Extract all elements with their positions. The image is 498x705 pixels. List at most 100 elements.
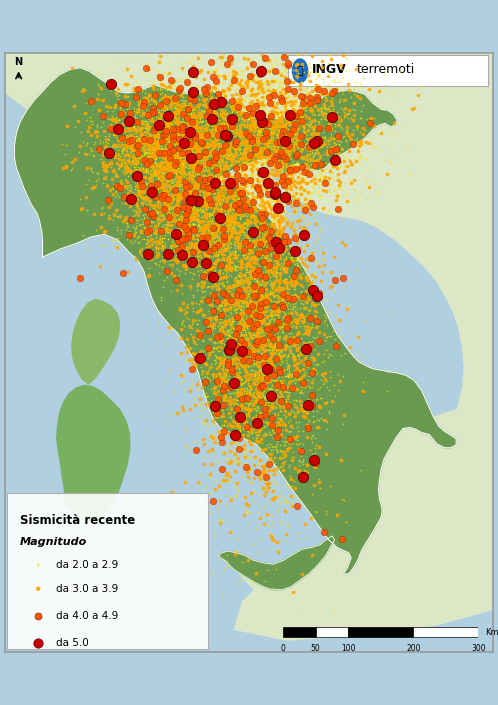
Point (160, 113, 168, 124)
Point (217, 154, 225, 165)
Point (261, 92, 269, 104)
Point (293, 309, 301, 321)
Point (214, 187, 222, 198)
Point (265, 167, 273, 178)
Point (162, 195, 170, 206)
Point (219, 432, 227, 443)
Point (206, 224, 214, 235)
Point (200, 82, 208, 93)
Point (242, 77, 249, 88)
Point (164, 149, 172, 160)
Point (113, 87, 121, 98)
Point (180, 97, 188, 109)
Point (228, 212, 236, 223)
Point (204, 400, 212, 412)
Point (227, 476, 235, 487)
Point (189, 167, 197, 178)
Point (105, 202, 113, 213)
Point (179, 192, 187, 203)
Point (239, 274, 247, 286)
Point (235, 142, 243, 154)
Point (209, 369, 217, 381)
Point (236, 445, 244, 456)
Point (251, 255, 259, 266)
Point (320, 527, 328, 538)
Point (190, 259, 198, 270)
Point (175, 180, 183, 191)
Point (220, 106, 228, 117)
Point (231, 133, 239, 145)
Point (279, 300, 287, 311)
Point (253, 121, 261, 132)
Point (228, 114, 236, 125)
Point (182, 306, 190, 317)
Point (298, 340, 306, 351)
Point (158, 142, 166, 153)
Point (251, 262, 259, 274)
Point (234, 202, 242, 214)
Point (232, 273, 240, 284)
Point (293, 120, 301, 131)
Point (275, 348, 283, 359)
Point (167, 241, 175, 252)
Point (201, 268, 209, 279)
Point (239, 313, 247, 324)
Point (251, 108, 259, 119)
Point (293, 123, 301, 135)
Point (268, 202, 276, 213)
Point (123, 140, 130, 152)
Point (220, 138, 228, 149)
Point (301, 347, 309, 358)
Point (289, 140, 297, 152)
Point (186, 148, 194, 159)
Point (185, 175, 193, 186)
Point (204, 185, 212, 197)
Point (268, 396, 276, 407)
Point (184, 196, 192, 207)
Point (277, 134, 285, 145)
Point (172, 180, 180, 191)
Point (212, 228, 220, 239)
Point (245, 118, 252, 130)
Point (219, 119, 227, 130)
Point (151, 121, 159, 132)
Point (223, 235, 231, 246)
Point (146, 147, 154, 158)
Point (179, 104, 187, 115)
Point (164, 200, 172, 211)
Point (274, 295, 282, 307)
Point (283, 497, 291, 508)
Point (161, 117, 169, 128)
Point (268, 369, 276, 380)
Point (181, 190, 189, 202)
Point (204, 216, 212, 228)
Point (181, 155, 189, 166)
Point (135, 152, 143, 164)
Point (189, 147, 197, 158)
Point (130, 141, 138, 152)
Point (198, 234, 206, 245)
Point (280, 179, 288, 190)
Point (235, 193, 243, 204)
Point (211, 130, 219, 142)
Point (241, 137, 249, 149)
Point (228, 336, 236, 348)
Point (243, 417, 250, 428)
Point (210, 219, 218, 231)
Point (133, 143, 141, 154)
Point (202, 164, 210, 175)
Point (220, 475, 228, 486)
Point (107, 161, 115, 172)
Point (191, 111, 199, 123)
Point (224, 185, 232, 197)
Point (217, 352, 225, 364)
Point (298, 341, 306, 352)
Point (259, 204, 267, 215)
Point (168, 135, 176, 146)
Point (210, 162, 218, 173)
Point (200, 439, 208, 450)
Point (209, 251, 217, 262)
Point (181, 477, 189, 488)
Point (149, 82, 157, 93)
Point (260, 300, 268, 311)
